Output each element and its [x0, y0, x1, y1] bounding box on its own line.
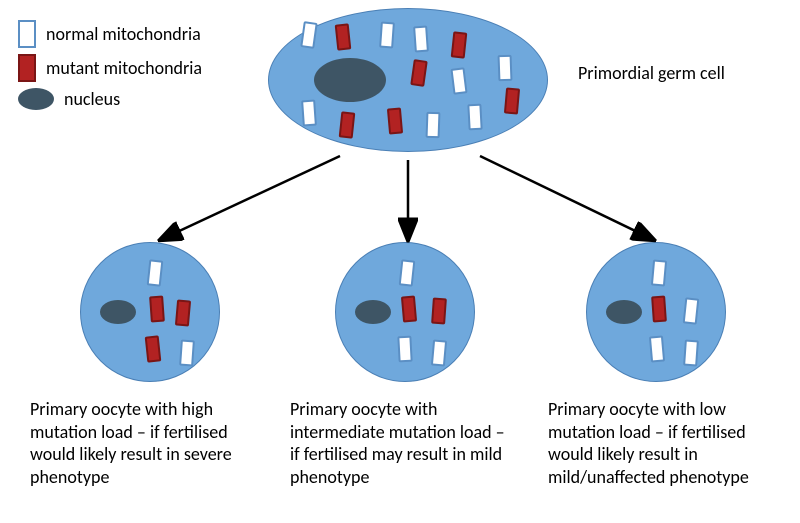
- legend-label: mutant mitochondria: [46, 57, 202, 79]
- primordial-mito-3: [413, 26, 429, 53]
- nucleus-swatch: [18, 88, 54, 110]
- oocyte-0-mito-2: [175, 299, 191, 326]
- legend-item-mutant: mutant mitochondria: [18, 54, 202, 82]
- oocyte-2-mito-4: [683, 340, 699, 367]
- legend-label: normal mitochondria: [46, 23, 201, 45]
- oocyte-1-mito-3: [397, 336, 412, 363]
- oocyte-0-mito-4: [179, 340, 195, 367]
- legend-item-nucleus: nucleus: [18, 88, 202, 110]
- oocyte-caption-1: Primary oocyte with intermediate mutatio…: [290, 398, 510, 488]
- oocyte-nucleus-2: [606, 300, 642, 324]
- primordial-label: Primordial germ cell: [578, 62, 725, 85]
- oocyte-nucleus-0: [100, 300, 136, 324]
- oocyte-1-mito-4: [431, 339, 447, 366]
- oocyte-1-mito-0: [399, 259, 416, 286]
- primordial-mito-4: [451, 31, 468, 58]
- primordial-mito-5: [498, 55, 513, 81]
- mutant-mito-swatch: [18, 54, 36, 82]
- primordial-mito-6: [504, 87, 520, 114]
- primordial-mito-11: [301, 100, 317, 127]
- legend: normal mitochondria mutant mitochondria …: [18, 20, 202, 116]
- legend-label: nucleus: [64, 88, 120, 110]
- arrow-2: [480, 156, 654, 240]
- primordial-nucleus: [314, 58, 386, 102]
- oocyte-1-mito-2: [431, 298, 447, 325]
- oocyte-0-mito-1: [149, 296, 165, 323]
- primordial-mito-7: [467, 104, 482, 131]
- oocyte-1-mito-1: [401, 295, 417, 322]
- arrow-0: [160, 156, 340, 240]
- oocyte-2-mito-3: [649, 335, 665, 362]
- oocyte-caption-0: Primary oocyte with high mutation load –…: [30, 398, 250, 488]
- oocyte-0-mito-0: [147, 259, 164, 286]
- legend-item-normal: normal mitochondria: [18, 20, 202, 48]
- oocyte-caption-2: Primary oocyte with low mutation load – …: [548, 398, 778, 488]
- oocyte-0-mito-3: [145, 335, 162, 362]
- oocyte-nucleus-1: [355, 300, 391, 324]
- oocyte-2-mito-2: [683, 297, 700, 324]
- primordial-mito-2: [379, 22, 395, 49]
- primordial-mito-10: [339, 111, 356, 138]
- oocyte-2-mito-0: [651, 259, 667, 286]
- primordial-mito-8: [426, 112, 441, 138]
- primordial-mito-1: [335, 23, 352, 50]
- oocyte-2-mito-1: [651, 296, 667, 323]
- normal-mito-swatch: [18, 20, 36, 48]
- primordial-mito-13: [450, 67, 467, 95]
- primordial-mito-9: [387, 107, 403, 134]
